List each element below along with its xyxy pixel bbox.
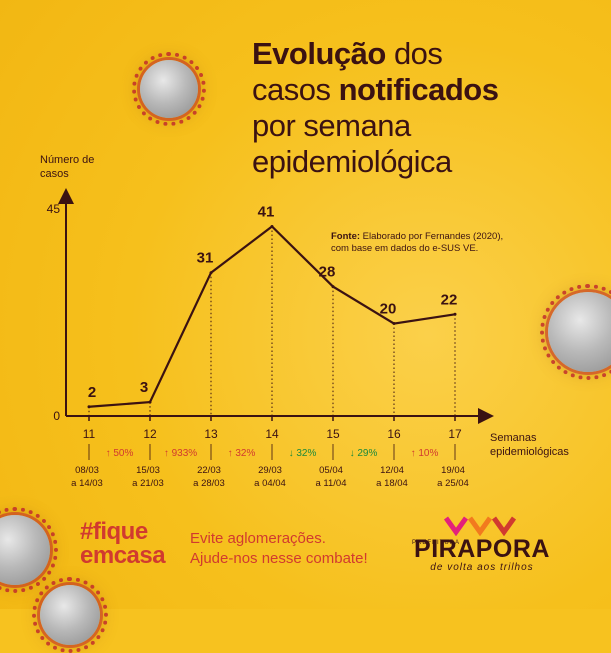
logo-small-text: PREFEITURA: [412, 540, 461, 546]
x-tick-label: 11: [83, 427, 96, 441]
x-tick-label: 14: [265, 427, 279, 441]
x-tick-label: 13: [204, 427, 218, 441]
data-label: 22: [441, 291, 458, 308]
date-range-end: a 04/04: [254, 478, 286, 489]
date-range-end: a 21/03: [132, 478, 164, 489]
x-axis-label-line1: Semanas: [490, 432, 537, 444]
change-indicator: ↑ 10%: [411, 448, 439, 459]
date-range-end: a 11/04: [316, 478, 347, 489]
data-label: 41: [258, 203, 275, 220]
x-axis-label-line2: epidemiológicas: [490, 446, 569, 458]
data-point: [209, 271, 213, 275]
data-point: [453, 312, 457, 316]
change-indicator: ↑ 933%: [164, 448, 197, 459]
data-label: 31: [197, 250, 214, 267]
date-range-start: 05/04: [319, 465, 343, 476]
data-label: 28: [319, 264, 336, 281]
y-axis-label-line1: Número de: [40, 154, 94, 166]
line-chart: Número de casos Semanas epidemiológicas …: [40, 154, 569, 489]
data-point: [148, 400, 152, 404]
y-tick-zero: 0: [53, 409, 60, 423]
virus-illustration-right: [540, 284, 611, 380]
logo-name: PIRAPORA: [414, 535, 550, 563]
change-indicator: ↓ 29%: [350, 448, 378, 459]
date-range-start: 29/03: [258, 465, 282, 476]
data-point: [270, 224, 274, 228]
date-range-end: a 14/03: [71, 478, 103, 489]
pirapora-logo: PREFEITURA PIRAPORA de volta aos trilhos: [412, 514, 552, 573]
data-label: 2: [88, 384, 96, 401]
chart-axes: [58, 188, 494, 424]
x-tick-label: 15: [326, 427, 340, 441]
data-point: [331, 285, 335, 289]
data-label: 20: [380, 301, 397, 318]
source-note: Fonte: Elaborado por Fernandes (2020), c…: [331, 231, 504, 254]
data-point: [392, 322, 396, 326]
data-label: 3: [140, 379, 148, 396]
logo-slogan: de volta aos trilhos: [430, 562, 534, 573]
date-range-end: a 28/03: [193, 478, 225, 489]
y-axis-label-line2: casos: [40, 168, 69, 180]
date-range-end: a 25/04: [437, 478, 469, 489]
page-title: Evolução dos casos notificados por seman…: [252, 36, 499, 179]
date-range-end: a 18/04: [376, 478, 408, 489]
pirapora-logo-mark-icon: [443, 516, 517, 536]
hashtag-fiqueemcasa: #fique emcasa: [80, 518, 166, 569]
date-range-start: 22/03: [197, 465, 221, 476]
footer-message: Evite aglomerações. Ajude-nos nesse comb…: [190, 530, 368, 567]
virus-illustration-bottom-left: [0, 507, 58, 593]
data-point: [87, 405, 91, 409]
x-tick-label: 17: [448, 427, 462, 441]
date-range-start: 19/04: [441, 465, 465, 476]
date-range-start: 12/04: [380, 465, 404, 476]
x-tick-label: 16: [387, 427, 401, 441]
date-range-start: 08/03: [75, 465, 99, 476]
date-range-start: 15/03: [136, 465, 160, 476]
change-indicator: ↑ 32%: [228, 448, 256, 459]
y-tick-max: 45: [47, 202, 61, 216]
x-tick-label: 12: [143, 427, 157, 441]
change-indicator: ↑ 50%: [106, 448, 134, 459]
background: [0, 0, 611, 609]
change-indicator: ↓ 32%: [289, 448, 317, 459]
virus-illustration-top: [132, 52, 206, 126]
